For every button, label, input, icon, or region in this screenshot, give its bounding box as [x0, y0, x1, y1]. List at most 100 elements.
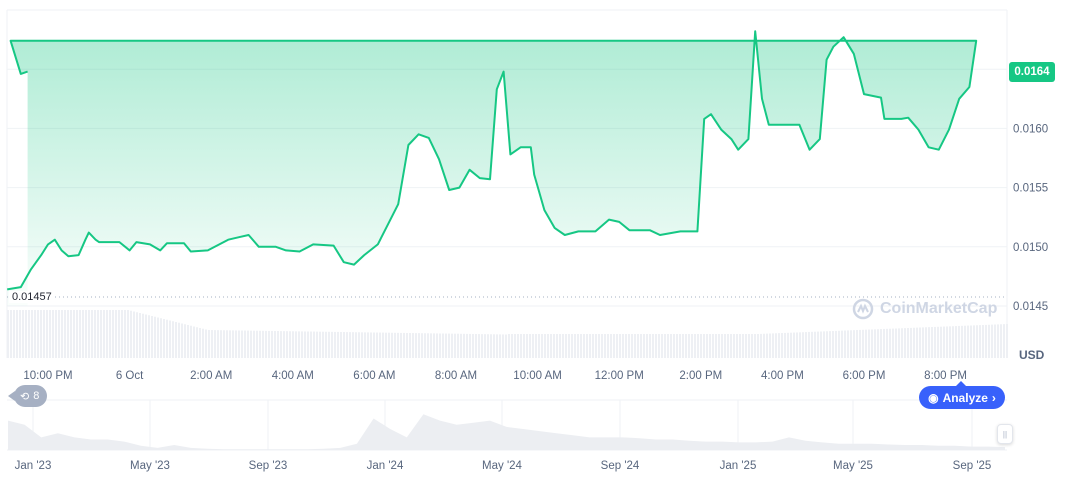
volume-bar: [22, 310, 24, 358]
volume-bar: [283, 331, 285, 358]
volume-bar: [181, 323, 183, 358]
volume-bar: [481, 334, 483, 358]
volume-bar: [496, 334, 498, 358]
navigator-drag-handle[interactable]: ||: [997, 424, 1013, 444]
volume-bar: [139, 313, 141, 358]
volume-bar: [166, 319, 168, 358]
volume-bar: [583, 334, 585, 358]
volume-bar: [64, 310, 66, 358]
volume-bar: [82, 310, 84, 358]
history-button[interactable]: ⟲ 8: [7, 385, 48, 407]
volume-bar: [316, 331, 318, 358]
volume-bar: [901, 328, 903, 358]
volume-bar: [88, 310, 90, 358]
volume-bar: [643, 334, 645, 358]
volume-bar: [865, 329, 867, 358]
volume-bar: [973, 325, 975, 358]
volume-bar: [256, 330, 258, 358]
volume-bar: [874, 329, 876, 358]
volume-bar: [796, 332, 798, 358]
navigator-tick-label: May '24: [482, 460, 523, 472]
volume-bar: [724, 334, 726, 358]
volume-bar: [868, 329, 870, 358]
volume-bar: [346, 332, 348, 358]
volume-bar: [133, 311, 135, 358]
volume-bar: [43, 310, 45, 358]
volume-bar: [394, 332, 396, 358]
x-tick-label: 2:00 AM: [190, 370, 232, 382]
volume-bar: [859, 329, 861, 358]
volume-bar: [1003, 324, 1005, 358]
volume-bar: [46, 310, 48, 358]
x-tick-label: 10:00 AM: [513, 370, 562, 382]
volume-bar: [451, 333, 453, 358]
volume-bar: [514, 334, 516, 358]
volume-bar: [883, 328, 885, 358]
volume-bar: [562, 334, 564, 358]
volume-bar: [592, 334, 594, 358]
volume-bar: [961, 325, 963, 358]
volume-bar: [829, 331, 831, 358]
volume-bar: [790, 332, 792, 358]
volume-bar: [190, 325, 192, 358]
volume-bar: [559, 334, 561, 358]
volume-bar: [7, 310, 9, 358]
volume-bar: [331, 331, 333, 358]
volume-bar: [676, 334, 678, 358]
volume-bar: [775, 333, 777, 358]
volume-bar: [799, 332, 801, 358]
volume-bar: [772, 333, 774, 358]
price-area: [7, 31, 977, 307]
volume-bar: [847, 330, 849, 358]
volume-bar: [205, 329, 207, 358]
x-tick-label: 8:00 AM: [435, 370, 477, 382]
volume-bar: [655, 334, 657, 358]
volume-bar: [964, 325, 966, 358]
y-tick-label: 0.0145: [1013, 301, 1048, 313]
volume-bar: [238, 330, 240, 358]
volume-bar: [994, 324, 996, 358]
volume-bar: [73, 310, 75, 358]
volume-bar: [229, 330, 231, 358]
volume-bar: [898, 328, 900, 358]
analyze-button[interactable]: ◉ Analyze ›: [919, 381, 1005, 409]
min-price-label: 0.01457: [9, 291, 55, 303]
volume-bar: [184, 324, 186, 358]
analyze-label: Analyze: [942, 390, 988, 405]
volume-bar: [40, 310, 42, 358]
volume-bar: [757, 334, 759, 358]
volume-bar: [808, 331, 810, 358]
y-tick-label: 0.0150: [1013, 242, 1048, 254]
volume-bar: [322, 331, 324, 358]
current-price-badge: 0.0164: [1009, 62, 1055, 82]
volume-bar: [805, 332, 807, 358]
volume-bar: [892, 328, 894, 358]
volume-bar: [271, 330, 273, 358]
volume-bar: [601, 334, 603, 358]
volume-bar: [85, 310, 87, 358]
volume-bar: [241, 330, 243, 358]
volume-bar: [154, 316, 156, 358]
volume-bar: [922, 327, 924, 358]
navigator-tick-label: Sep '25: [953, 460, 992, 472]
volume-bar: [571, 334, 573, 358]
volume-bar: [259, 330, 261, 358]
volume-bar: [955, 326, 957, 358]
volume-bar: [550, 334, 552, 358]
volume-bar: [820, 331, 822, 358]
volume-bar: [94, 310, 96, 358]
volume-bar: [472, 333, 474, 358]
chevron-right-icon: ›: [991, 390, 996, 405]
volume-bar: [289, 331, 291, 358]
volume-bar: [949, 326, 951, 358]
volume-bar: [589, 334, 591, 358]
volume-bar: [622, 334, 624, 358]
volume-bar: [295, 331, 297, 358]
y-tick-label: 0.0155: [1013, 183, 1048, 195]
volume-bar: [661, 334, 663, 358]
volume-bar: [406, 332, 408, 358]
volume-bar: [391, 332, 393, 358]
volume-bar: [835, 330, 837, 358]
volume-bar: [244, 330, 246, 358]
